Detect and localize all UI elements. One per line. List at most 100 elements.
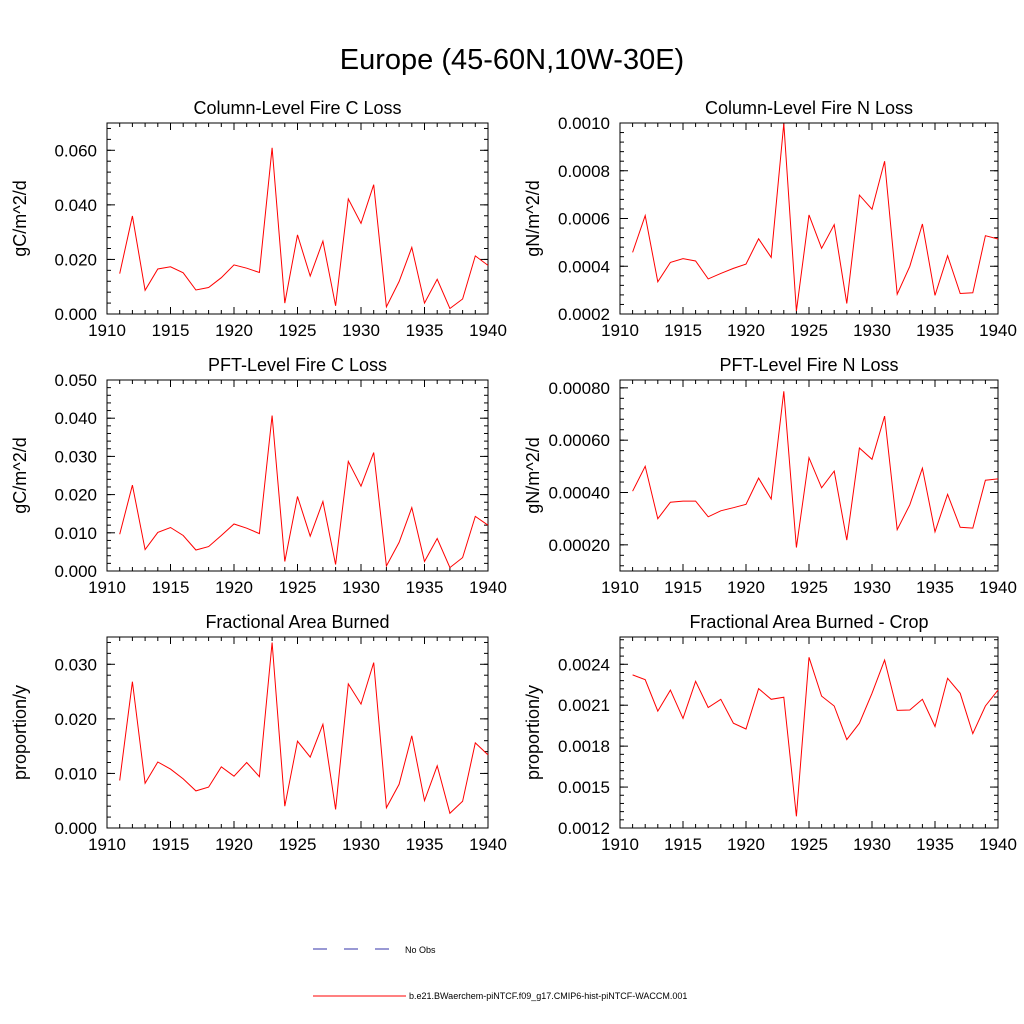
data-point <box>657 518 658 519</box>
plot-frame <box>619 379 999 572</box>
data-point <box>859 723 860 724</box>
data-point <box>284 561 285 562</box>
data-point <box>297 496 298 497</box>
data-point <box>259 776 260 777</box>
y-axis-label: gN/m^2/d <box>523 180 543 256</box>
data-point <box>708 707 709 708</box>
chart-panel-5: Fractional Area Burned proportion/y 1910 19… <box>10 612 507 854</box>
legend: No Obs b.e21.BWaerchem-piNTCF.f09_g17.CMI… <box>313 945 687 1001</box>
data-point <box>808 457 809 458</box>
chart-panel-6: Fractional Area Burned - Crop proportion/… <box>523 612 1017 854</box>
data-point <box>195 790 196 791</box>
data-point <box>720 510 721 511</box>
x-tick-label: 1930 <box>342 321 380 340</box>
y-tick-label: 0.040 <box>54 409 97 428</box>
data-point <box>424 302 425 303</box>
data-point <box>821 248 822 249</box>
data-point <box>233 523 234 524</box>
y-tick-label: 0.010 <box>54 524 97 543</box>
data-point <box>997 238 998 239</box>
x-tick-label: 1940 <box>979 321 1017 340</box>
x-tick-label: 1925 <box>279 321 317 340</box>
y-tick-label: 0.0021 <box>558 696 610 715</box>
x-tick-label: 1920 <box>215 578 253 597</box>
data-point <box>657 281 658 282</box>
data-point <box>386 306 387 307</box>
x-tick-label: 1920 <box>727 321 765 340</box>
data-point <box>297 234 298 235</box>
data-point <box>682 501 683 502</box>
data-point <box>386 565 387 566</box>
data-point <box>771 257 772 258</box>
data-point <box>758 688 759 689</box>
data-point <box>771 699 772 700</box>
data-point <box>284 806 285 807</box>
data-point <box>783 697 784 698</box>
data-point <box>758 238 759 239</box>
data-point <box>157 532 158 533</box>
data-point <box>246 528 247 529</box>
plot-frame <box>106 379 489 572</box>
data-point <box>682 718 683 719</box>
data-point <box>272 415 273 416</box>
data-point <box>947 678 948 679</box>
data-point <box>221 277 222 278</box>
data-point <box>985 480 986 481</box>
data-point <box>745 504 746 505</box>
data-point <box>821 487 822 488</box>
x-tick-label: 1940 <box>979 835 1017 854</box>
data-point <box>720 273 721 274</box>
data-point <box>997 689 998 690</box>
x-tick-label: 1910 <box>88 578 126 597</box>
data-point <box>284 302 285 303</box>
data-point <box>808 657 809 658</box>
data-point <box>670 262 671 263</box>
y-axis-label: gC/m^2/d <box>10 437 30 513</box>
y-tick-label: 0.0015 <box>558 778 610 797</box>
data-point <box>157 268 158 269</box>
y-tick-label: 0.0012 <box>558 819 610 838</box>
x-tick-label: 1915 <box>152 835 190 854</box>
data-point <box>475 255 476 256</box>
data-point <box>195 289 196 290</box>
data-point <box>195 549 196 550</box>
data-point <box>922 468 923 469</box>
data-point <box>322 241 323 242</box>
data-point <box>462 801 463 802</box>
data-point <box>632 491 633 492</box>
y-tick-label: 0.00040 <box>549 484 610 503</box>
series-line <box>632 391 999 548</box>
y-tick-label: 0.030 <box>54 655 97 674</box>
data-point <box>682 258 683 259</box>
data-point <box>720 699 721 700</box>
data-point <box>170 266 171 267</box>
data-point <box>233 776 234 777</box>
data-point <box>871 209 872 210</box>
data-point <box>170 527 171 528</box>
data-point <box>708 516 709 517</box>
legend-label-series: b.e21.BWaerchem-piNTCF.f09_g17.CMIP6-his… <box>409 991 687 1001</box>
x-tick-label: 1915 <box>664 578 702 597</box>
x-tick-label: 1915 <box>152 321 190 340</box>
data-point <box>411 735 412 736</box>
y-tick-label: 0.020 <box>54 250 97 269</box>
data-point <box>733 507 734 508</box>
x-tick-label: 1920 <box>727 578 765 597</box>
data-point <box>322 724 323 725</box>
data-point <box>884 659 885 660</box>
y-tick-label: 0.0008 <box>558 162 610 181</box>
data-point <box>972 292 973 293</box>
data-point <box>846 739 847 740</box>
x-tick-label: 1910 <box>88 321 126 340</box>
x-tick-label: 1910 <box>601 835 639 854</box>
data-point <box>909 504 910 505</box>
data-point <box>947 494 948 495</box>
data-point <box>449 567 450 568</box>
data-point <box>985 705 986 706</box>
legend-label-no-obs: No Obs <box>405 945 436 955</box>
data-point <box>373 184 374 185</box>
data-point <box>386 807 387 808</box>
data-point <box>411 507 412 508</box>
x-tick-label: 1935 <box>916 321 954 340</box>
